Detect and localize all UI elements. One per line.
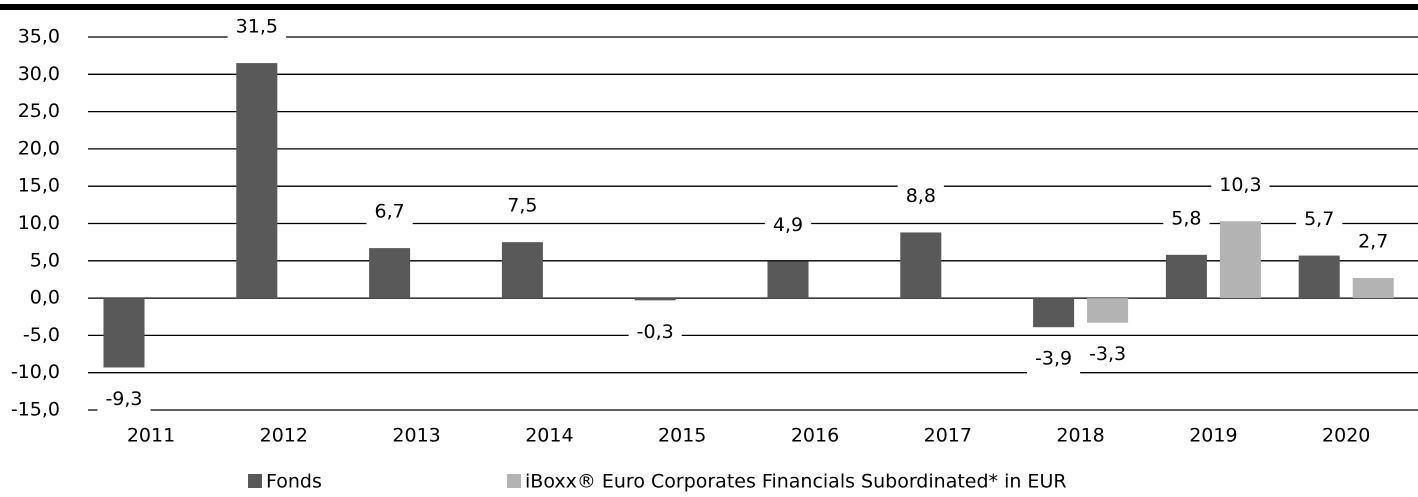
x-tick-label: 2018 [1056, 425, 1104, 447]
data-label: -9,3 [105, 388, 142, 410]
data-label: -3,3 [1089, 343, 1126, 365]
y-tick-label: -15,0 [11, 399, 60, 421]
data-label: 7,5 [507, 195, 537, 217]
label-background [1027, 343, 1081, 374]
x-tick-label: 2016 [791, 425, 839, 447]
label-background [1350, 226, 1397, 257]
label-background [897, 180, 944, 211]
label-background [1081, 339, 1135, 370]
bar [1087, 298, 1129, 323]
label-background [1211, 169, 1270, 200]
bar [236, 63, 278, 299]
bar [900, 232, 942, 299]
data-label: 5,7 [1304, 208, 1334, 230]
y-tick-label: 0,0 [30, 287, 60, 309]
bar [103, 298, 145, 368]
data-label: 8,8 [906, 185, 936, 207]
bar [1298, 255, 1340, 299]
legend-swatch [248, 474, 262, 488]
bar [369, 248, 411, 299]
y-tick-label: 30,0 [18, 63, 60, 85]
y-tick-label: -5,0 [23, 324, 60, 346]
grid [88, 36, 1418, 411]
x-tick-label: 2015 [658, 425, 706, 447]
data-label: 31,5 [236, 16, 278, 38]
x-tick-label: 2017 [924, 425, 972, 447]
bar [1219, 221, 1261, 299]
label-background [227, 11, 286, 42]
label-background [499, 190, 546, 221]
data-label: 4,9 [773, 214, 803, 236]
data-label: 5,8 [1171, 207, 1201, 229]
y-tick-label: -10,0 [11, 361, 60, 383]
value-labels: -9,3 31,5 6,7 7,5 -0,3 4,9 8,8 -3,9 -3,3 5,8 10,3 5… [97, 11, 1397, 414]
x-tick-label: 2019 [1189, 425, 1237, 447]
bar [634, 298, 676, 301]
x-tick-label: 2020 [1322, 425, 1370, 447]
label-background [1296, 204, 1343, 235]
y-tick-label: 15,0 [18, 175, 60, 197]
y-tick-label: 10,0 [18, 212, 60, 234]
y-tick-label: 5,0 [30, 249, 60, 271]
bar [1165, 254, 1207, 299]
legend-label: Fonds [266, 471, 322, 493]
top-rule [0, 4, 1418, 10]
label-background [764, 210, 812, 241]
legend-swatch [507, 474, 521, 488]
x-tick-label: 2012 [260, 425, 308, 447]
label-background [366, 196, 413, 227]
x-tick-label: 2014 [525, 425, 573, 447]
label-background [97, 383, 151, 414]
label-background [1163, 203, 1210, 234]
legend-label: iBoxx® Euro Corporates Financials Subord… [525, 471, 1067, 493]
y-tick-label: 20,0 [18, 137, 60, 159]
label-background [628, 316, 682, 347]
data-label: -3,9 [1035, 348, 1072, 370]
data-label: 6,7 [374, 201, 404, 223]
data-label: 2,7 [1358, 230, 1388, 252]
data-label: -0,3 [637, 321, 674, 343]
y-tick-label: 35,0 [18, 26, 60, 48]
bar [1033, 298, 1075, 328]
data-label: 10,3 [1219, 174, 1261, 196]
x-tick-label: 2011 [127, 425, 175, 447]
bar [501, 242, 543, 299]
bar [1352, 277, 1394, 299]
bar [767, 261, 809, 299]
x-tick-label: 2013 [392, 425, 440, 447]
y-tick-label: 25,0 [18, 100, 60, 122]
